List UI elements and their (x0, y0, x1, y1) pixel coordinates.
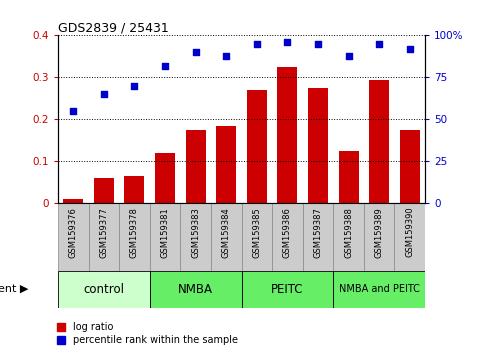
Text: GSM159377: GSM159377 (99, 207, 108, 258)
Bar (308, 88, 328, 204)
Bar (303, 204, 333, 271)
Bar (247, 90, 267, 204)
Point (161, 63, 169, 68)
Text: GSM159381: GSM159381 (160, 207, 170, 258)
Text: control: control (84, 283, 124, 296)
Point (314, 41, 322, 47)
Bar (339, 151, 358, 204)
Legend: log ratio, percentile rank within the sample: log ratio, percentile rank within the sa… (53, 319, 242, 349)
Text: GDS2839 / 25431: GDS2839 / 25431 (58, 21, 169, 34)
Bar (150, 204, 180, 271)
Bar (63, 199, 83, 204)
Text: GSM159390: GSM159390 (405, 207, 414, 257)
Bar (185, 130, 206, 204)
Point (253, 41, 261, 47)
Text: NMBA: NMBA (178, 283, 213, 296)
Text: GSM159376: GSM159376 (69, 207, 78, 258)
Text: GSM159389: GSM159389 (375, 207, 384, 258)
Text: agent ▶: agent ▶ (0, 284, 28, 294)
Text: GSM159385: GSM159385 (252, 207, 261, 258)
Bar (333, 204, 364, 271)
Point (406, 46, 413, 52)
Point (284, 39, 291, 45)
Point (192, 49, 199, 55)
Bar (125, 176, 144, 204)
Bar (180, 204, 211, 271)
Bar (88, 204, 119, 271)
Bar (211, 204, 242, 271)
Bar (216, 126, 236, 204)
Text: GSM159384: GSM159384 (222, 207, 231, 258)
Text: GSM159383: GSM159383 (191, 207, 200, 258)
Bar (277, 67, 298, 204)
Bar (58, 204, 88, 271)
Bar (333, 271, 425, 308)
Point (100, 91, 108, 97)
Point (130, 83, 138, 88)
Point (222, 53, 230, 58)
Text: PEITC: PEITC (271, 283, 304, 296)
Point (375, 41, 383, 47)
Bar (94, 178, 114, 204)
Point (70, 108, 77, 114)
Bar (58, 271, 150, 308)
Bar (272, 204, 303, 271)
Bar (155, 153, 175, 204)
Text: GSM159388: GSM159388 (344, 207, 353, 258)
Point (345, 53, 353, 58)
Text: NMBA and PEITC: NMBA and PEITC (339, 284, 420, 294)
Bar (364, 204, 395, 271)
Text: GSM159378: GSM159378 (130, 207, 139, 258)
Bar (400, 130, 420, 204)
Bar (150, 271, 242, 308)
Text: GSM159386: GSM159386 (283, 207, 292, 258)
Bar (242, 271, 333, 308)
Bar (395, 204, 425, 271)
Text: GSM159387: GSM159387 (313, 207, 323, 258)
Bar (119, 204, 150, 271)
Bar (242, 204, 272, 271)
Bar (369, 80, 389, 204)
